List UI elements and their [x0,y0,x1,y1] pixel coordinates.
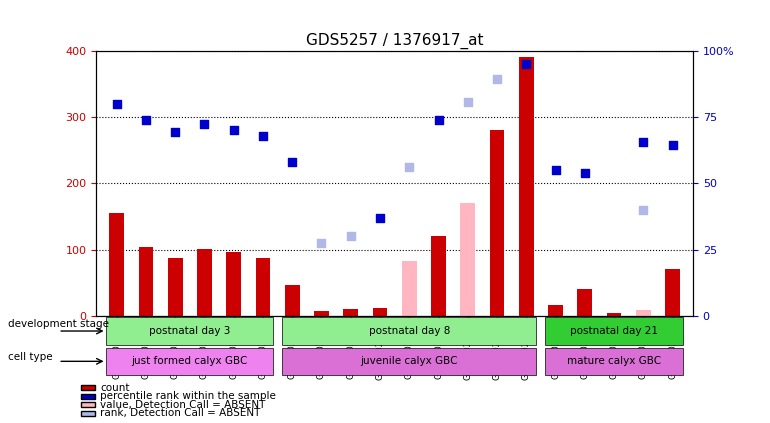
Bar [431,236,446,316]
Point [345,233,357,240]
Bar [665,269,680,316]
Point [666,141,678,148]
Text: just formed calyx GBC: just formed calyx GBC [132,356,248,366]
Bar [545,348,683,375]
Point [228,127,240,134]
Bar [168,258,182,316]
Point [549,167,561,173]
Point [578,169,591,176]
Point [286,159,299,165]
Text: postnatal day 3: postnatal day 3 [149,326,230,336]
Point [374,214,387,221]
Bar [282,317,537,345]
Bar [578,289,592,316]
Bar [636,310,651,316]
Bar [282,348,537,375]
Point [140,117,152,124]
Text: percentile rank within the sample: percentile rank within the sample [100,391,276,401]
Point [257,132,270,139]
Bar [285,285,300,316]
Point [461,99,474,106]
Bar [607,313,621,316]
Point [520,60,532,67]
Text: rank, Detection Call = ABSENT: rank, Detection Call = ABSENT [100,408,260,418]
Text: postnatal day 21: postnatal day 21 [570,326,658,336]
Bar [548,305,563,316]
Bar [109,213,124,316]
Point [637,139,649,146]
Point [316,239,328,246]
Bar [106,348,273,375]
Bar [96,316,693,349]
Point [111,100,123,107]
Bar [256,258,270,316]
Bar [402,261,417,316]
Point [199,120,211,127]
Point [403,163,415,170]
Title: GDS5257 / 1376917_at: GDS5257 / 1376917_at [306,33,484,49]
Point [169,128,182,135]
Bar [139,247,153,316]
Bar [106,317,273,345]
Bar [226,252,241,316]
Point [637,206,649,213]
Point [432,117,444,124]
Text: mature calyx GBC: mature calyx GBC [567,356,661,366]
Text: postnatal day 8: postnatal day 8 [369,326,450,336]
Bar [545,317,683,345]
Bar [519,58,534,316]
Text: count: count [100,383,129,393]
Bar [490,130,504,316]
Bar [343,309,358,316]
Text: cell type: cell type [8,352,52,363]
Text: juvenile calyx GBC: juvenile calyx GBC [360,356,458,366]
Bar [197,249,212,316]
Point [490,75,503,82]
Text: value, Detection Call = ABSENT: value, Detection Call = ABSENT [100,400,266,410]
Bar [373,308,387,316]
Text: development stage: development stage [8,319,109,329]
Bar [460,203,475,316]
Bar [314,310,329,316]
